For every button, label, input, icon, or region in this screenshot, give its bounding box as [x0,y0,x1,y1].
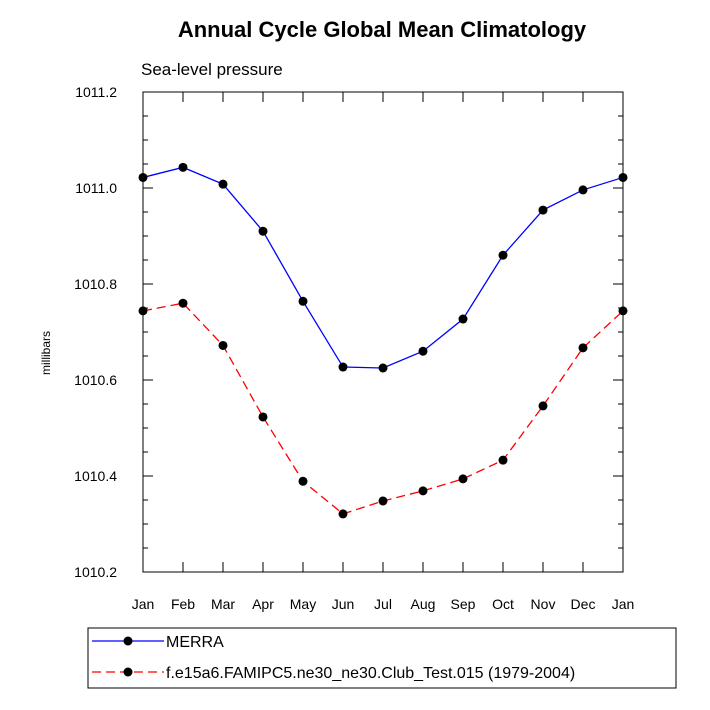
series-0-point [498,250,508,260]
series-0-point [578,185,588,195]
y-tick-label: 1011.0 [75,180,117,196]
series-1-point [578,343,588,353]
chart-subtitle: Sea-level pressure [141,60,283,79]
series-0-point [418,346,428,356]
series-1-point [418,486,428,496]
legend: MERRA f.e15a6.FAMIPC5.ne30_ne30.Club_Test… [92,634,575,682]
chart-title: Annual Cycle Global Mean Climatology [178,17,587,42]
series-0-point [378,363,388,373]
series-1-point [218,340,228,350]
x-tick-label: Mar [211,596,235,612]
series-0-point [218,179,228,189]
x-tick-label: Jul [374,596,392,612]
series-0-point [138,172,148,182]
y-axis-label: millibars [39,331,53,375]
x-tick-label: Jan [612,596,635,612]
x-tick-label: Jan [132,596,155,612]
legend-marker-1 [123,667,133,677]
legend-marker-0 [123,636,133,646]
series-1-point [138,306,148,316]
y-tick-label: 1011.2 [75,84,117,100]
series-1-point [258,412,268,422]
x-tick-label: Oct [492,596,514,612]
series-1-point [618,306,628,316]
series-1-point [298,476,308,486]
x-tick-label: Nov [531,596,556,612]
x-tick-label: Dec [571,596,596,612]
series-1-point [338,509,348,519]
series-1-point [458,474,468,484]
series-0-point [338,362,348,372]
x-tick-label: May [290,596,316,612]
x-tick-label: Jun [332,596,355,612]
axis-ticks: 1010.2 1010.4 1010.6 1010.8 1011.0 1011.2 Jan F… [74,84,634,612]
series-line-1 [142,302,624,515]
series-0-point [618,172,628,182]
series-0-point [538,205,548,215]
series-0-point [258,226,268,236]
y-tick-label: 1010.2 [74,564,117,580]
series-1-point [378,496,388,506]
series-layer [138,162,628,519]
series-0-point [298,296,308,306]
series-1-point [498,455,508,465]
x-tick-label: Apr [252,596,274,612]
y-tick-label: 1010.4 [74,468,117,484]
y-tick-label: 1010.8 [74,276,117,292]
x-tick-label: Aug [411,596,436,612]
x-tick-label: Feb [171,596,195,612]
y-tick-label: 1010.6 [74,372,117,388]
legend-label-1: f.e15a6.FAMIPC5.ne30_ne30.Club_Test.015 … [166,665,575,682]
series-1-point [538,401,548,411]
x-tick-label: Sep [451,596,476,612]
legend-box [87,627,677,689]
series-0-point [458,314,468,324]
legend-label-0: MERRA [166,634,224,651]
series-1-point [178,298,188,308]
series-0-point [178,162,188,172]
